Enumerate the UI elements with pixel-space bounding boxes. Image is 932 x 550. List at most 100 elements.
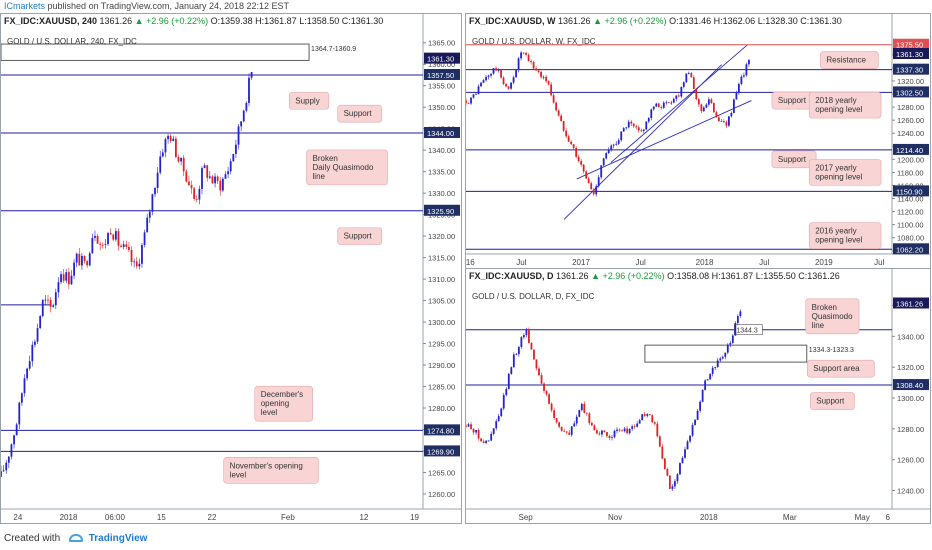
candle-body (540, 375, 543, 384)
candle-body (640, 130, 643, 132)
candle-body (682, 82, 685, 87)
candle-body (156, 172, 159, 188)
price-tag-label: 1375.50 (896, 41, 923, 50)
candle-body (743, 75, 745, 77)
candle-body (480, 438, 483, 442)
candle-body (618, 429, 621, 431)
candle-body (466, 100, 467, 104)
price-tag-label: 1269.90 (427, 447, 454, 456)
candle-body (595, 186, 598, 195)
candle-body (510, 82, 512, 89)
x-tick-label: May (855, 513, 870, 522)
candle-body (632, 123, 635, 127)
candle-body (710, 99, 713, 104)
candle-body (668, 475, 671, 489)
candle-body (78, 253, 81, 266)
channel-line (563, 64, 722, 220)
candle-body (593, 425, 596, 431)
candle-body (482, 80, 485, 83)
close-value: 1361.26 (556, 271, 589, 281)
chart-panel-h4[interactable]: FX_IDC:XAUUSD, 240 1361.26 ▲ +2.96 (+0.2… (0, 13, 462, 524)
candle-body (600, 165, 603, 178)
candle-body (697, 99, 700, 105)
chart-svg-daily[interactable]: GOLD / U.S. DOLLAR, D, FX_IDC1360.001340… (466, 269, 930, 523)
candle-body (167, 135, 169, 140)
candle-body (143, 232, 146, 245)
price-tag-label: 1357.50 (427, 71, 454, 80)
candle-body (107, 233, 109, 245)
price-tag (893, 185, 929, 197)
candle-body (674, 481, 676, 487)
tradingview-brand-link[interactable]: TradingView (88, 533, 148, 544)
annotation-callout: Support (337, 104, 383, 123)
candle-body (13, 435, 15, 445)
candle-body (490, 73, 492, 76)
candle-body (495, 421, 498, 429)
symbol-label: FX_IDC:XAUUSD, D (469, 271, 554, 281)
candle-body (133, 261, 136, 263)
candle-body (714, 367, 717, 368)
y-tick-label: 1260.00 (897, 116, 924, 125)
candle-body (188, 181, 190, 186)
candle-body (731, 335, 734, 343)
publisher-name[interactable]: ICmarkets (4, 1, 46, 11)
annotation-callout: Resistance (820, 51, 879, 69)
candle-body (690, 73, 693, 78)
callout-text: Support area (813, 364, 860, 373)
callout-text: Support (344, 109, 373, 118)
candle-body (622, 128, 625, 132)
y-tick-label: 1240.00 (897, 129, 924, 138)
chart-panel-weekly[interactable]: FX_IDC:XAUUSD, W 1361.26 ▲ +2.96 (+0.22%… (465, 13, 931, 269)
price-tag-label: 1308.40 (896, 381, 923, 390)
supply-zone (644, 344, 808, 363)
callout-text: level (230, 470, 247, 479)
y-tick-label: 1355.00 (428, 82, 455, 91)
chart-svg-h4[interactable]: GOLD / U.S. DOLLAR, 240, FX_IDC 1365.00 13… (1, 14, 461, 523)
candle-body (112, 234, 115, 240)
candle-body (547, 81, 550, 85)
price-tag (424, 204, 460, 216)
high-value: H:1361.87 (255, 16, 297, 26)
candle-body (18, 402, 21, 425)
price-tag (424, 68, 460, 80)
candle-body (10, 444, 13, 457)
y-tick-label: 1350.00 (428, 103, 455, 112)
price-tag-label: 1344.00 (427, 129, 454, 138)
candle-body (185, 171, 188, 182)
candle-body (671, 486, 674, 489)
y-tick-label: 1365.00 (428, 39, 455, 48)
y-tick-label: 1290.00 (428, 361, 455, 370)
candle-body (555, 102, 558, 111)
candle-body (612, 144, 615, 146)
candle-body (182, 157, 185, 172)
candle-body (590, 183, 593, 190)
candle-body (580, 403, 583, 411)
candle-body (477, 429, 480, 439)
y-tick-label: 1305.00 (428, 297, 455, 306)
chart-panel-daily[interactable]: FX_IDC:XAUUSD, D 1361.26 ▲ +2.96 (+0.22%… (465, 268, 931, 524)
chart-svg-weekly[interactable]: GOLD / U.S. DOLLAR, W, FX_IDC1360.001340… (466, 14, 930, 268)
x-tick-label: 16 (466, 258, 475, 267)
y-tick-label: 1180.00 (897, 168, 924, 177)
price-tag-label: 1302.50 (896, 88, 923, 97)
candle-body (557, 110, 560, 116)
callout-text: Broken (812, 303, 837, 312)
candle-body (665, 102, 668, 104)
x-tick-label: Sep (519, 513, 534, 522)
price-tag-label: 1337.30 (896, 66, 923, 75)
candle-body (532, 62, 535, 69)
candle-body (732, 99, 735, 113)
callout-text: 2017 yearly (815, 163, 856, 172)
y-tick-label: 1260.00 (897, 456, 924, 465)
candle-body (515, 354, 518, 355)
y-tick-label: 1320.00 (428, 232, 455, 241)
candle-body (125, 244, 128, 247)
candle-body (169, 135, 172, 141)
callout-text: Support (778, 155, 807, 164)
callout-box (288, 91, 330, 110)
candle-body (656, 423, 659, 437)
callout-text: line (313, 172, 326, 181)
candle-body (34, 341, 36, 345)
price-axis-bg (892, 269, 930, 523)
